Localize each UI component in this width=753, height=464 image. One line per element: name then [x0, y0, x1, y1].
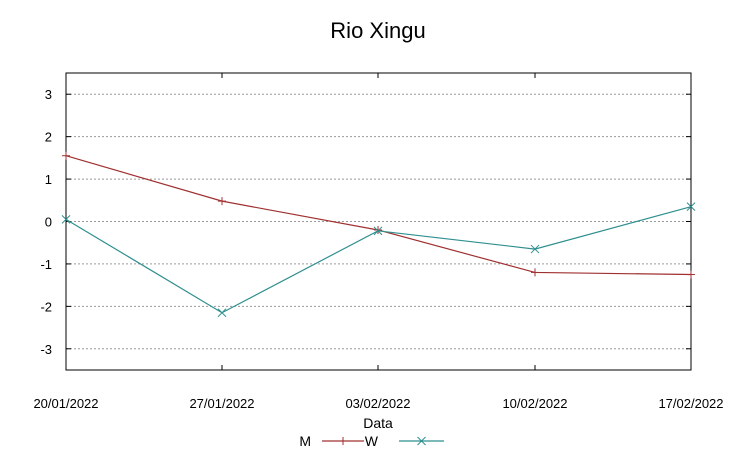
grid-layer: [66, 93, 691, 350]
y-tick-label: -3: [40, 342, 52, 357]
series-line-W: [65, 206, 692, 314]
y-tick-label: 2: [45, 130, 52, 145]
x-tick-label: 27/01/2022: [189, 396, 254, 411]
chart-title: Rio Xingu: [330, 18, 425, 43]
y-tick-label: -2: [40, 299, 52, 314]
x-tick-label: 17/02/2022: [658, 396, 723, 411]
y-tick-label: 3: [45, 87, 52, 102]
x-tick-label: 10/02/2022: [502, 396, 567, 411]
x-axis-label: Data: [363, 415, 393, 431]
data-point-marker: [530, 244, 540, 254]
data-point-marker: [686, 202, 696, 212]
y-tick-label: 0: [45, 215, 52, 230]
data-point-marker: [217, 308, 227, 318]
y-tick-label: 1: [45, 172, 52, 187]
y-tick-label: -1: [40, 257, 52, 272]
x-axis-ticks: 13/01/202220/01/202227/01/202203/02/2022…: [33, 73, 724, 411]
data-point-marker: [373, 226, 383, 236]
x-tick-label: 20/01/2022: [33, 396, 98, 411]
x-tick-label: 03/02/2022: [345, 396, 410, 411]
data-point-marker: [61, 215, 71, 224]
y-axis-ticks: -3 -2 -1 0 1 2 3: [40, 87, 691, 357]
series-layer: [61, 151, 696, 318]
legend-label-M: M: [299, 433, 311, 449]
series-line-M: [65, 155, 692, 276]
legend-label-W: W: [365, 433, 379, 449]
data-point-marker: [417, 436, 426, 446]
